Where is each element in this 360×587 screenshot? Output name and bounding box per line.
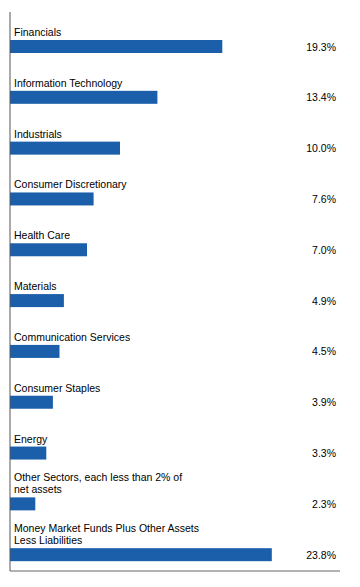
svg-text:3.3%: 3.3%	[312, 447, 336, 459]
svg-text:Money Market Funds Plus Other: Money Market Funds Plus Other AssetsLess…	[14, 522, 199, 547]
svg-text:Financials: Financials	[14, 26, 61, 38]
svg-text:23.8%: 23.8%	[306, 549, 336, 561]
svg-text:2.3%: 2.3%	[312, 498, 336, 510]
svg-text:Materials: Materials	[14, 280, 57, 292]
svg-text:Other Sectors, each less than: Other Sectors, each less than 2% ofnet a…	[14, 471, 182, 496]
svg-text:Consumer Discretionary: Consumer Discretionary	[14, 178, 127, 190]
svg-text:3.9%: 3.9%	[312, 396, 336, 408]
svg-text:Communication Services: Communication Services	[14, 331, 130, 343]
svg-text:13.4%: 13.4%	[306, 91, 336, 103]
svg-text:Energy: Energy	[14, 433, 48, 445]
svg-text:Information Technology: Information Technology	[14, 77, 123, 89]
svg-text:4.9%: 4.9%	[312, 295, 336, 307]
svg-text:7.0%: 7.0%	[312, 244, 336, 256]
svg-text:7.6%: 7.6%	[312, 193, 336, 205]
svg-text:Health Care: Health Care	[14, 229, 70, 241]
svg-text:Consumer Staples: Consumer Staples	[14, 382, 100, 394]
svg-text:Industrials: Industrials	[14, 128, 62, 140]
svg-text:4.5%: 4.5%	[312, 345, 336, 357]
svg-text:19.3%: 19.3%	[306, 41, 336, 53]
svg-text:10.0%: 10.0%	[306, 142, 336, 154]
